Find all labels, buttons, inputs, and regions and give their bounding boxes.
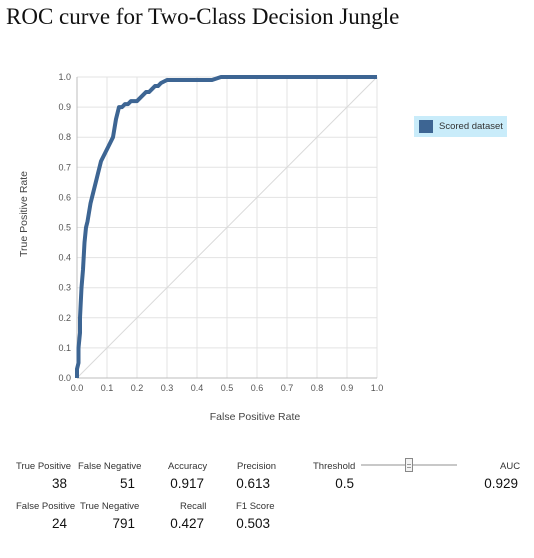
false-negative-value: 51 (119, 476, 135, 491)
x-tick-label: 0.6 (251, 383, 264, 393)
x-tick-label: 0.8 (311, 383, 324, 393)
legend-label: Scored dataset (439, 121, 503, 132)
x-tick-label: 0.7 (281, 383, 294, 393)
accuracy-value: 0.917 (170, 476, 204, 491)
x-tick-label: 1.0 (371, 383, 384, 393)
y-tick-label: 0.7 (58, 162, 71, 172)
true-positive-label: True Positive (16, 461, 72, 472)
y-tick-label: 0.1 (58, 343, 71, 353)
y-tick-label: 0.4 (58, 253, 71, 263)
chart-axes (76, 77, 377, 379)
true-positive-value: 38 (51, 476, 67, 491)
x-tick-label: 0.3 (161, 383, 174, 393)
auc-value: 0.929 (484, 476, 518, 491)
y-tick-label: 0.0 (58, 373, 71, 383)
precision-label: Precision (237, 461, 277, 472)
y-tick-label: 0.9 (58, 102, 71, 112)
false-negative-label: False Negative (78, 461, 142, 472)
y-tick-label: 0.6 (58, 192, 71, 202)
y-tick-label: 0.3 (58, 283, 71, 293)
accuracy-label: Accuracy (168, 461, 208, 472)
roc-curve-points (76, 76, 378, 379)
y-tick-label: 1.0 (58, 72, 71, 82)
x-tick-label: 0.0 (71, 383, 84, 393)
threshold-slider-thumb[interactable] (405, 458, 413, 472)
x-tick-label: 0.1 (101, 383, 114, 393)
y-tick-label: 0.2 (58, 313, 71, 323)
y-tick-label: 0.5 (58, 223, 71, 233)
diagonal-reference-line (76, 76, 378, 379)
true-negative-value: 791 (112, 516, 135, 531)
threshold-slider[interactable] (361, 458, 457, 472)
x-tick-labels: 0.0 0.1 0.2 0.3 0.4 0.5 0.6 0.7 0.8 0.9 1.0 (71, 383, 384, 393)
y-tick-labels: 0.0 0.1 0.2 0.3 0.4 0.5 0.6 0.7 0.8 0.9 1.0 (58, 72, 71, 383)
auc-label: AUC (500, 461, 521, 472)
legend[interactable]: Scored dataset (414, 116, 507, 137)
y-axis-title: True Positive Rate (18, 171, 30, 257)
y-tick-label: 0.8 (58, 132, 71, 142)
false-positive-value: 24 (51, 516, 67, 531)
roc-chart: 0.0 0.1 0.2 0.3 0.4 0.5 0.6 0.7 0.8 0.9 1.0 0.0 0.1… (18, 72, 384, 423)
x-tick-label: 0.2 (131, 383, 144, 393)
true-negative-label: True Negative (80, 501, 140, 512)
x-tick-label: 0.9 (341, 383, 354, 393)
recall-value: 0.427 (170, 516, 204, 531)
legend-swatch (419, 120, 433, 133)
recall-label: Recall (180, 501, 207, 512)
f1-score-label: F1 Score (236, 501, 275, 512)
threshold-value: 0.5 (335, 476, 354, 491)
x-axis-title: False Positive Rate (210, 411, 301, 423)
threshold-label: Threshold (313, 461, 356, 472)
chart-title: ROC curve for Two-Class Decision Jungle (6, 4, 400, 29)
f1-score-value: 0.503 (236, 516, 270, 531)
false-positive-label: False Positive (16, 501, 76, 512)
x-tick-label: 0.5 (221, 383, 234, 393)
precision-value: 0.613 (236, 476, 270, 491)
x-tick-label: 0.4 (191, 383, 204, 393)
